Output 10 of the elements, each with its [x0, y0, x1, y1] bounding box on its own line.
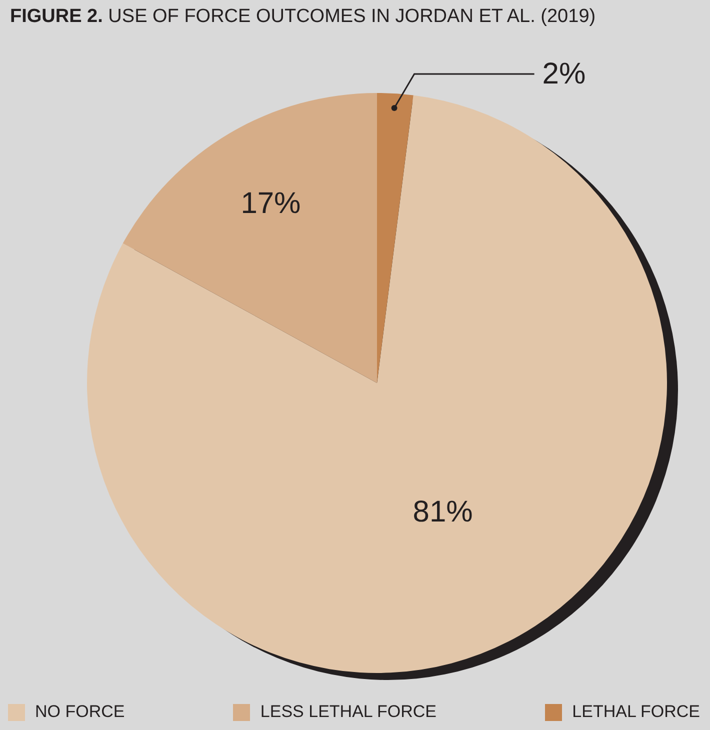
pie-slice [377, 93, 414, 383]
pie-slice [122, 93, 377, 383]
pie-slice [87, 95, 667, 673]
legend-label: LESS LETHAL FORCE [260, 702, 436, 722]
chart-title: FIGURE 2. USE OF FORCE OUTCOMES IN JORDAN ET AL. (2019) [10, 6, 596, 28]
data-label: 17% [240, 186, 301, 220]
data-label: 2% [542, 58, 586, 91]
legend-label: NO FORCE [35, 702, 125, 722]
data-label: 81% [412, 496, 473, 529]
legend-label: LETHAL FORCE [572, 702, 700, 722]
